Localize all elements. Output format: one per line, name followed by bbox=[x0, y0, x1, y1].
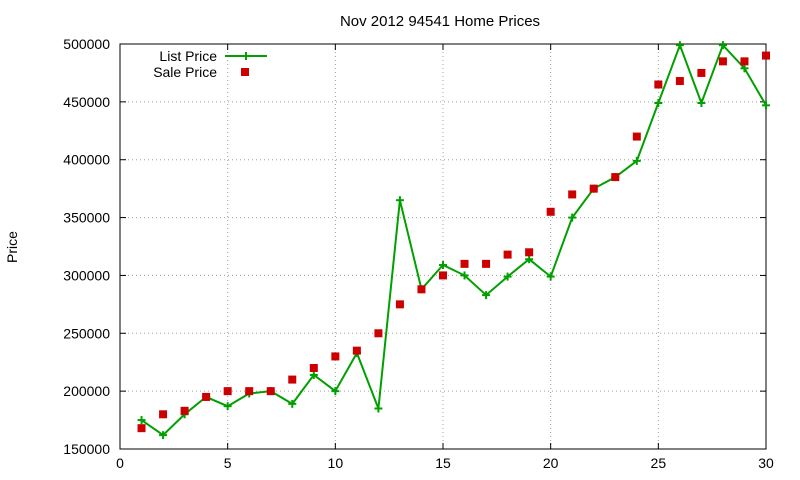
list-price-point bbox=[525, 255, 534, 264]
y-tick-label: 250000 bbox=[63, 325, 110, 341]
list-price-point bbox=[309, 370, 318, 379]
y-tick-label: 300000 bbox=[63, 267, 110, 283]
sale-price-point bbox=[546, 207, 555, 216]
sale-price-point bbox=[202, 392, 211, 401]
list-price-point bbox=[697, 99, 706, 108]
chart-title: Nov 2012 94541 Home Prices bbox=[340, 13, 540, 30]
list-price-point bbox=[632, 156, 641, 165]
list-price-point bbox=[503, 272, 512, 281]
legend-label-sale-price: Sale Price bbox=[153, 64, 217, 80]
sale-price-point bbox=[395, 300, 404, 309]
list-price-point bbox=[762, 101, 770, 110]
y-tick-label: 200000 bbox=[63, 383, 110, 399]
sale-price-point bbox=[331, 352, 340, 361]
y-tick-label: 400000 bbox=[63, 152, 110, 168]
sale-price-point bbox=[417, 285, 426, 294]
x-tick-label: 30 bbox=[758, 455, 774, 471]
series-layer bbox=[137, 41, 770, 440]
list-price-point bbox=[223, 402, 232, 411]
y-tick-label: 450000 bbox=[63, 94, 110, 110]
sale-price-point bbox=[266, 387, 275, 396]
legend: List Price Sale Price bbox=[153, 48, 267, 80]
sale-price-point bbox=[245, 387, 254, 396]
sale-price-point bbox=[288, 375, 297, 384]
x-tick-label: 15 bbox=[435, 455, 451, 471]
list-price-line bbox=[140, 42, 767, 437]
sale-price-point bbox=[675, 77, 684, 86]
sale-price-point bbox=[589, 184, 598, 193]
list-price-point bbox=[137, 416, 146, 425]
sale-price-point bbox=[482, 259, 491, 268]
sale-price-point bbox=[180, 406, 189, 415]
y-tick-label: 500000 bbox=[63, 36, 110, 52]
x-tick-label: 25 bbox=[651, 455, 667, 471]
list-price-point bbox=[460, 271, 469, 280]
list-price-point bbox=[740, 64, 749, 73]
list-price-point bbox=[331, 387, 340, 396]
list-price-point bbox=[482, 291, 491, 300]
sale-price-point bbox=[159, 410, 168, 419]
list-price-point bbox=[374, 404, 383, 413]
axis-ticks: 0 5 10 15 20 25 30 150000 200000 250000 300000 3500… bbox=[63, 36, 774, 471]
list-price-point bbox=[439, 261, 447, 270]
sale-price-point bbox=[654, 80, 663, 89]
sale-price-point bbox=[309, 364, 318, 372]
list-price-point bbox=[654, 99, 663, 108]
list-price-point bbox=[395, 196, 404, 205]
list-price-point bbox=[546, 272, 555, 281]
list-price-point bbox=[159, 431, 168, 440]
legend-swatch-sale-price bbox=[241, 68, 249, 76]
sale-price-point bbox=[568, 190, 577, 199]
sale-price-point bbox=[374, 329, 383, 338]
y-tick-label: 350000 bbox=[63, 210, 110, 226]
y-tick-label: 150000 bbox=[63, 441, 110, 457]
grid-lines bbox=[120, 44, 766, 449]
sale-price-point bbox=[762, 51, 770, 60]
legend-label-list-price: List Price bbox=[159, 48, 217, 64]
sale-price-point bbox=[740, 57, 749, 66]
list-price-point bbox=[675, 41, 684, 50]
sale-price-point bbox=[137, 424, 146, 433]
sale-price-point bbox=[718, 57, 727, 66]
sale-price-point bbox=[223, 387, 232, 396]
sale-price-point bbox=[632, 132, 641, 141]
x-tick-label: 5 bbox=[224, 455, 232, 471]
sale-price-point bbox=[697, 68, 706, 77]
sale-price-point bbox=[352, 346, 361, 355]
y-axis-label: Price bbox=[4, 231, 20, 263]
list-price-point bbox=[288, 399, 297, 408]
sale-price-point bbox=[503, 250, 512, 259]
x-tick-label: 20 bbox=[543, 455, 559, 471]
sale-price-point bbox=[439, 271, 447, 280]
sale-price-point bbox=[460, 259, 469, 268]
x-tick-label: 10 bbox=[328, 455, 344, 471]
x-tick-label: 0 bbox=[116, 455, 124, 471]
sale-price-point bbox=[611, 173, 620, 182]
list-price-point bbox=[568, 213, 577, 222]
sale-price-point bbox=[525, 248, 534, 257]
list-price-point bbox=[718, 41, 727, 50]
